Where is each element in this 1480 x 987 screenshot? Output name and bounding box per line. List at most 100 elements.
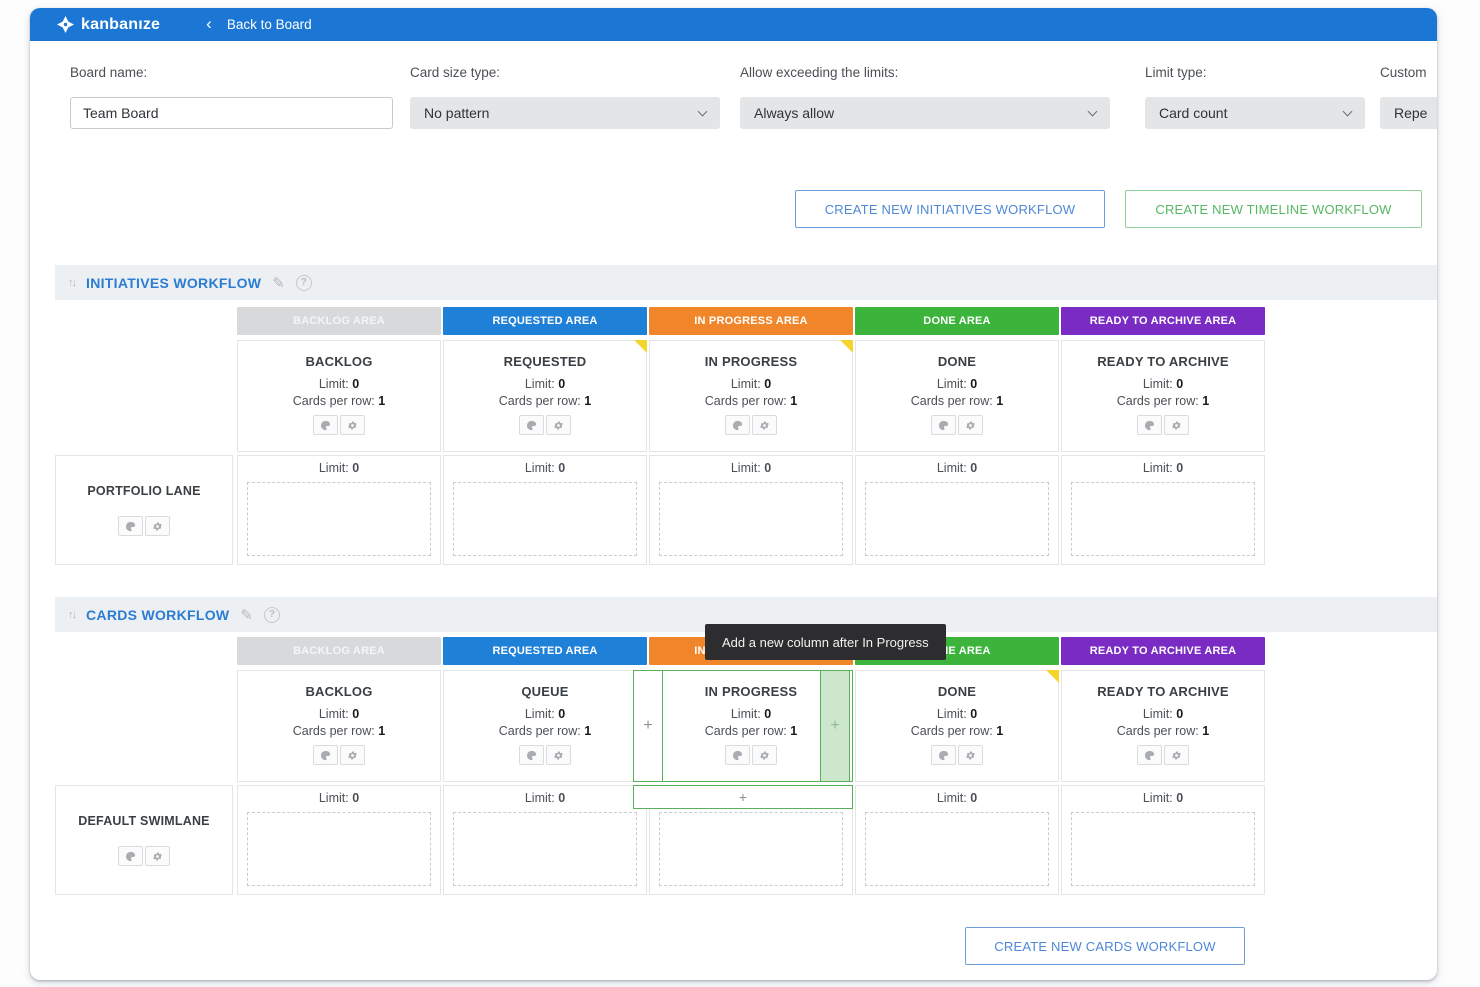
area-bar-requested[interactable]: REQUESTED AREA [443, 637, 647, 665]
settings-gear-button[interactable] [752, 415, 777, 435]
column-cell-archive: READY TO ARCHIVE Limit: 0 Cards per row:… [1061, 340, 1265, 452]
cards-columns-row: BACKLOG Limit: 0 Cards per row: 1 QUEUE … [55, 670, 1267, 782]
color-palette-button[interactable] [931, 745, 956, 765]
top-navigation-bar: kanbanıze ‹ Back to Board [30, 8, 1437, 41]
column-cards-per-row: Cards per row: 1 [292, 394, 386, 408]
edit-pencil-icon[interactable]: ✎ [272, 274, 285, 292]
column-cards-per-row: Cards per row: 1 [498, 394, 592, 408]
initiatives-lane-row: PORTFOLIO LANE Limit: 0 Limit: 0 Limit: … [55, 455, 1267, 565]
color-palette-button[interactable] [519, 415, 544, 435]
reorder-icon[interactable]: ↑↓ [68, 276, 77, 289]
area-bar-requested[interactable]: REQUESTED AREA [443, 307, 647, 335]
reorder-icon[interactable]: ↑↓ [68, 608, 77, 621]
column-title: IN PROGRESS [704, 354, 798, 369]
lane-limit: Limit: 0 [936, 791, 978, 805]
column-cell-requested: REQUESTED Limit: 0 Cards per row: 1 [443, 340, 647, 452]
add-row-button[interactable]: + [633, 785, 853, 809]
area-bar-archive[interactable]: READY TO ARCHIVE AREA [1061, 637, 1265, 665]
settings-gear-button[interactable] [1164, 415, 1189, 435]
color-palette-button[interactable] [313, 415, 338, 435]
lane-label-default-swimlane: DEFAULT SWIMLANE [55, 785, 233, 895]
column-limit: Limit: 0 [524, 707, 566, 721]
allow-exceed-select[interactable]: Always allow [740, 97, 1110, 129]
limit-type-select[interactable]: Card count [1145, 97, 1365, 129]
cards-lane-row: DEFAULT SWIMLANE Limit: 0 Limit: 0 + Lim… [55, 785, 1267, 895]
create-cards-workflow-button[interactable]: CREATE NEW CARDS WORKFLOW [965, 927, 1245, 965]
help-icon[interactable]: ? [263, 606, 280, 623]
settings-gear-button[interactable] [145, 516, 170, 536]
color-palette-button[interactable] [313, 745, 338, 765]
area-bar-backlog[interactable]: BACKLOG AREA [237, 637, 441, 665]
help-icon[interactable]: ? [295, 274, 312, 291]
settings-gear-button[interactable] [958, 415, 983, 435]
board-editor-panel: kanbanıze ‹ Back to Board Board name: Ca… [30, 8, 1437, 980]
settings-gear-button[interactable] [958, 745, 983, 765]
allow-exceed-value: Always allow [754, 105, 835, 121]
create-initiatives-workflow-button[interactable]: CREATE NEW INITIATIVES WORKFLOW [795, 190, 1105, 228]
settings-gear-button[interactable] [340, 415, 365, 435]
lane-cell: Limit: 0 [237, 455, 441, 565]
board-name-input[interactable] [70, 97, 393, 129]
area-bar-done[interactable]: DONE AREA [855, 307, 1059, 335]
area-bar-archive[interactable]: READY TO ARCHIVE AREA [1061, 307, 1265, 335]
column-cell-done: DONE Limit: 0 Cards per row: 1 [855, 340, 1059, 452]
column-title: QUEUE [521, 684, 569, 699]
initiatives-workflow-title: INITIATIVES WORKFLOW [86, 274, 262, 291]
empty-drop-zone [453, 812, 637, 886]
create-timeline-workflow-button[interactable]: CREATE NEW TIMELINE WORKFLOW [1125, 190, 1422, 228]
area-bar-backlog[interactable]: BACKLOG AREA [237, 307, 441, 335]
column-cell-inprogress: IN PROGRESS Limit: 0 Cards per row: 1 [649, 340, 853, 452]
column-cards-per-row: Cards per row: 1 [1116, 394, 1210, 408]
empty-drop-zone [865, 812, 1049, 886]
lane-cell: Limit: 0 [855, 785, 1059, 895]
edit-pencil-icon[interactable]: ✎ [240, 606, 253, 624]
kanbanize-logo[interactable]: kanbanıze [57, 16, 160, 34]
column-cell-archive: READY TO ARCHIVE Limit: 0 Cards per row:… [1061, 670, 1265, 782]
color-palette-button[interactable] [118, 516, 143, 536]
custom-select[interactable]: Repe [1380, 97, 1437, 129]
color-palette-button[interactable] [118, 846, 143, 866]
empty-drop-zone [865, 482, 1049, 556]
color-palette-button[interactable] [1137, 745, 1162, 765]
lane-cell: Limit: 0 [649, 455, 853, 565]
initiatives-workflow-header: ↑↓ INITIATIVES WORKFLOW ✎ ? [55, 265, 1437, 300]
card-size-value: No pattern [424, 105, 490, 121]
add-column-before-button[interactable]: + [633, 670, 663, 782]
chevron-down-icon [697, 106, 708, 116]
board-name-label: Board name: [70, 65, 148, 80]
settings-gear-button[interactable] [752, 745, 777, 765]
back-to-board-link[interactable]: ‹ Back to Board [206, 15, 311, 32]
color-palette-button[interactable] [1137, 415, 1162, 435]
column-cards-per-row: Cards per row: 1 [704, 724, 798, 738]
color-palette-button[interactable] [725, 415, 750, 435]
settings-gear-button[interactable] [1164, 745, 1189, 765]
column-cell-backlog: BACKLOG Limit: 0 Cards per row: 1 [237, 670, 441, 782]
lane-cell: Limit: 0 [237, 785, 441, 895]
lane-limit: Limit: 0 [1142, 461, 1184, 475]
folded-corner-icon [634, 340, 647, 353]
settings-gear-button[interactable] [546, 415, 571, 435]
folded-corner-icon [1046, 670, 1059, 683]
area-bar-inprogress[interactable]: IN PROGRESS AREA [649, 307, 853, 335]
settings-gear-button[interactable] [145, 846, 170, 866]
add-column-after-button[interactable]: + [820, 670, 850, 782]
settings-gear-button[interactable] [546, 745, 571, 765]
column-limit: Limit: 0 [1142, 377, 1184, 391]
column-cell-done: DONE Limit: 0 Cards per row: 1 [855, 670, 1059, 782]
color-palette-button[interactable] [725, 745, 750, 765]
empty-drop-zone [247, 812, 431, 886]
column-limit: Limit: 0 [936, 377, 978, 391]
column-title: BACKLOG [305, 354, 373, 369]
settings-gear-button[interactable] [340, 745, 365, 765]
allow-exceed-label: Allow exceeding the limits: [740, 65, 899, 80]
column-limit: Limit: 0 [936, 707, 978, 721]
lane-limit: Limit: 0 [936, 461, 978, 475]
color-palette-button[interactable] [519, 745, 544, 765]
column-cell-backlog: BACKLOG Limit: 0 Cards per row: 1 [237, 340, 441, 452]
color-palette-button[interactable] [931, 415, 956, 435]
column-cards-per-row: Cards per row: 1 [1116, 724, 1210, 738]
custom-label: Custom [1380, 65, 1427, 80]
lane-limit: Limit: 0 [1142, 791, 1184, 805]
logo-text: kanbanıze [81, 15, 161, 33]
card-size-select[interactable]: No pattern [410, 97, 720, 129]
